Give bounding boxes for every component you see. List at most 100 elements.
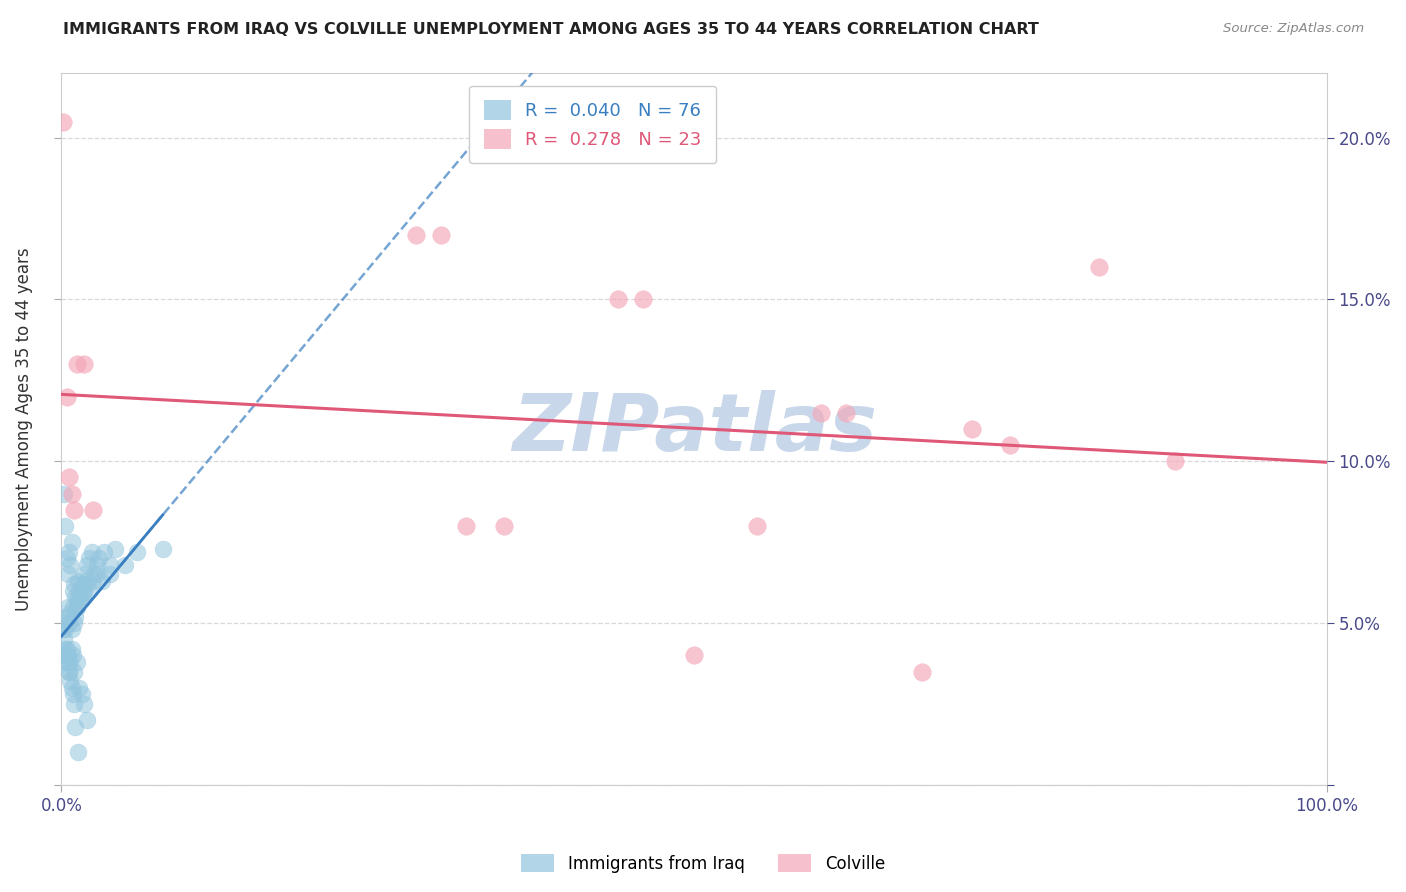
Point [63,615,86,630]
Point [53,641,76,656]
Text: ZIPatlas: ZIPatlas [512,390,876,468]
Point [73,583,96,598]
Point [962,422,984,436]
Point [494,519,516,533]
Point [76,713,98,727]
Point [82,574,104,588]
Point [79,551,101,566]
Point [911,665,934,679]
Point [83,567,105,582]
Point [66,590,89,604]
Point [63,665,86,679]
Point [76,577,98,591]
Point [56,567,79,582]
Point [633,293,655,307]
Point [53,632,76,647]
Point [58,665,80,679]
Point [60,486,83,500]
Point [104,541,127,556]
Point [835,406,858,420]
Point [66,599,89,614]
Point [55,641,77,656]
Point [65,719,87,733]
Point [63,502,86,516]
Point [1164,454,1187,468]
Point [59,558,82,572]
Point [607,293,630,307]
Point [55,609,77,624]
Text: Source: ZipAtlas.com: Source: ZipAtlas.com [1223,22,1364,36]
Point [66,357,89,371]
Point [456,519,478,533]
Point [53,486,76,500]
Point [65,590,87,604]
Point [75,574,97,588]
Point [62,583,84,598]
Point [53,615,76,630]
Point [89,551,111,566]
Point [60,623,83,637]
Point [58,665,80,679]
Point [67,681,90,695]
Point [52,114,75,128]
Point [56,655,79,669]
Point [810,406,832,420]
Point [80,545,103,559]
Point [91,574,114,588]
Point [52,623,75,637]
Point [53,648,76,663]
Point [56,648,79,663]
Point [56,599,79,614]
Point [55,390,77,404]
Point [1088,260,1111,274]
Text: IMMIGRANTS FROM IRAQ VS COLVILLE UNEMPLOYMENT AMONG AGES 35 TO 44 YEARS CORRELAT: IMMIGRANTS FROM IRAQ VS COLVILLE UNEMPLO… [63,22,1039,37]
Point [66,599,89,614]
Point [62,687,84,701]
Point [59,674,82,689]
Point [60,641,83,656]
Point [66,745,89,759]
Point [59,607,82,621]
Point [53,519,76,533]
Point [59,655,82,669]
Point [86,558,108,572]
Point [63,697,86,711]
Point [58,615,80,630]
Point [58,545,80,559]
Point [62,648,84,663]
Point [63,577,86,591]
Legend: R =  0.040   N = 76, R =  0.278   N = 23: R = 0.040 N = 76, R = 0.278 N = 23 [470,86,716,163]
Point [86,567,108,582]
Point [69,593,91,607]
Point [73,357,96,371]
Point [98,567,121,582]
Point [127,545,149,559]
Point [55,648,77,663]
Point [405,227,427,242]
Point [65,609,87,624]
Point [152,541,174,556]
Point [98,558,121,572]
Legend: Immigrants from Iraq, Colville: Immigrants from Iraq, Colville [515,847,891,880]
Point [70,577,93,591]
Point [1000,438,1022,452]
Y-axis label: Unemployment Among Ages 35 to 44 years: Unemployment Among Ages 35 to 44 years [15,247,32,611]
Point [60,681,83,695]
Point [55,551,77,566]
Point [66,574,89,588]
Point [62,599,84,614]
Point [66,655,89,669]
Point [82,502,104,516]
Point [53,623,76,637]
Point [67,583,90,598]
Point [72,587,94,601]
Point [430,227,453,242]
Point [60,535,83,549]
Point [93,545,115,559]
Point [73,567,96,582]
Point [683,648,706,663]
Point [114,558,136,572]
Point [73,697,96,711]
Point [76,558,98,572]
Point [58,470,80,484]
